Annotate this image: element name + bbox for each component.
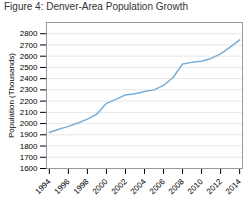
svg-text:1994: 1994 [34,177,53,196]
svg-text:Population (Thousands): Population (Thousands) [7,53,16,138]
svg-text:2004: 2004 [129,177,148,196]
svg-text:2500: 2500 [20,63,38,72]
svg-text:2014: 2014 [224,177,243,196]
svg-text:2300: 2300 [20,85,38,94]
svg-text:2800: 2800 [20,29,38,38]
svg-text:2002: 2002 [110,177,129,196]
svg-text:2000: 2000 [20,119,38,128]
svg-text:1900: 1900 [20,130,38,139]
svg-text:1600: 1600 [20,164,38,173]
svg-text:2200: 2200 [20,97,38,106]
svg-text:2010: 2010 [186,177,205,196]
svg-text:1996: 1996 [53,177,72,196]
svg-text:2006: 2006 [148,177,167,196]
svg-text:2700: 2700 [20,41,38,50]
svg-text:1700: 1700 [20,153,38,162]
svg-text:2100: 2100 [20,108,38,117]
svg-text:2600: 2600 [20,52,38,61]
svg-text:2012: 2012 [205,177,224,196]
svg-text:1998: 1998 [72,177,91,196]
html-text:Figure 4: Denver-Area Populati: Figure 4: Denver-Area Population Growth [4,1,188,12]
svg-text:2008: 2008 [167,177,186,196]
svg-text:1800: 1800 [20,142,38,151]
svg-text:2400: 2400 [20,74,38,83]
svg-text:2000: 2000 [91,177,110,196]
